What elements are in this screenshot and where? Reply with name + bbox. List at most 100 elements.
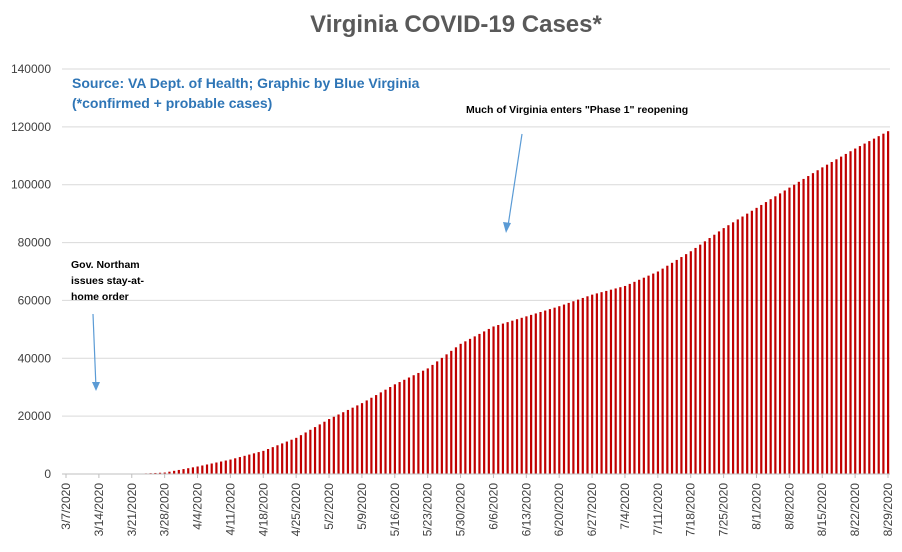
bar [562, 304, 566, 474]
bar [882, 133, 885, 474]
bar [774, 196, 777, 475]
bar [201, 465, 204, 474]
bar [849, 151, 852, 475]
x-tick-label: 4/11/2020 [223, 483, 237, 536]
bar [666, 265, 669, 474]
bar [501, 323, 505, 474]
bar [731, 222, 735, 474]
bar [807, 176, 810, 475]
bar [220, 461, 223, 474]
bar [281, 443, 284, 474]
bar [614, 288, 617, 474]
bar [403, 379, 406, 474]
bar [511, 320, 514, 474]
bar [328, 419, 331, 474]
bar [675, 259, 678, 474]
bar [572, 301, 575, 474]
bar [680, 257, 683, 474]
bar [548, 309, 552, 474]
bar [365, 400, 368, 474]
bar [863, 143, 866, 474]
bar [713, 234, 716, 474]
bar [647, 275, 650, 474]
annotation-arrow [92, 313, 97, 389]
grid-lines [62, 68, 890, 417]
y-tick-label: 40000 [18, 351, 52, 365]
bar [830, 161, 833, 475]
bar [539, 312, 542, 474]
bar [473, 336, 476, 474]
x-tick-label: 8/22/2020 [848, 483, 862, 537]
annotation-phase-1: Much of Virginia enters "Phase 1" reopen… [466, 104, 688, 233]
chart-title: Virginia COVID-19 Cases* [310, 11, 602, 38]
bar [304, 432, 307, 474]
bar [581, 297, 584, 474]
bar [835, 159, 838, 475]
bar [764, 202, 768, 474]
bar [205, 464, 209, 474]
bar [356, 405, 359, 474]
bar [379, 392, 382, 474]
bar [703, 241, 707, 474]
bar [741, 216, 744, 475]
bar [229, 459, 232, 474]
x-tick-label: 4/18/2020 [256, 483, 270, 537]
bar [652, 273, 655, 474]
bar [670, 262, 674, 474]
bar [332, 416, 335, 474]
bar [595, 293, 598, 474]
bar [262, 450, 265, 474]
bar [384, 389, 387, 474]
x-tick-label: 5/30/2020 [454, 483, 468, 537]
bar [257, 452, 260, 474]
bar [248, 454, 251, 474]
bar [769, 199, 772, 474]
bar [337, 414, 340, 474]
bar [436, 361, 439, 474]
bar [854, 148, 857, 475]
bar [276, 445, 279, 474]
bar [182, 469, 185, 474]
bar [722, 228, 725, 474]
annotation-arrowhead [503, 222, 511, 233]
annotation-arrow [507, 133, 523, 227]
bar [351, 407, 354, 474]
bar [238, 457, 241, 474]
x-tick-label: 6/20/2020 [552, 483, 566, 537]
bar [210, 463, 213, 474]
bar [727, 225, 730, 474]
bar [520, 317, 523, 474]
bar-series [135, 131, 890, 475]
bar [802, 178, 805, 474]
bar [600, 292, 603, 474]
bar [750, 210, 753, 474]
x-tick-label: 3/28/2020 [158, 483, 172, 537]
bar [811, 173, 815, 474]
bar [797, 181, 800, 474]
bar [285, 441, 288, 474]
source-note: Source: VA Dept. of Health; Graphic by B… [72, 75, 420, 111]
annotation-text-line: Gov. Northam [71, 259, 140, 271]
bar [619, 287, 622, 474]
x-tick-label: 8/15/2020 [815, 483, 829, 537]
x-tick-label: 3/14/2020 [92, 483, 106, 537]
bar [252, 453, 256, 474]
bar [534, 313, 537, 474]
bar [483, 331, 486, 474]
bar [492, 326, 495, 474]
bar [478, 333, 481, 474]
bar [299, 435, 303, 474]
x-tick-label: 4/4/2020 [191, 483, 205, 530]
bar [628, 283, 631, 474]
bar [346, 409, 350, 474]
x-tick-label: 7/4/2020 [618, 483, 632, 530]
bar [699, 244, 702, 474]
bar [553, 307, 556, 474]
bar [375, 395, 378, 474]
bar [717, 231, 721, 474]
bar [638, 279, 641, 474]
bar [525, 316, 528, 474]
x-tick-label: 5/16/2020 [388, 483, 402, 537]
x-tick-label: 6/6/2020 [486, 483, 500, 530]
bar [778, 193, 782, 474]
